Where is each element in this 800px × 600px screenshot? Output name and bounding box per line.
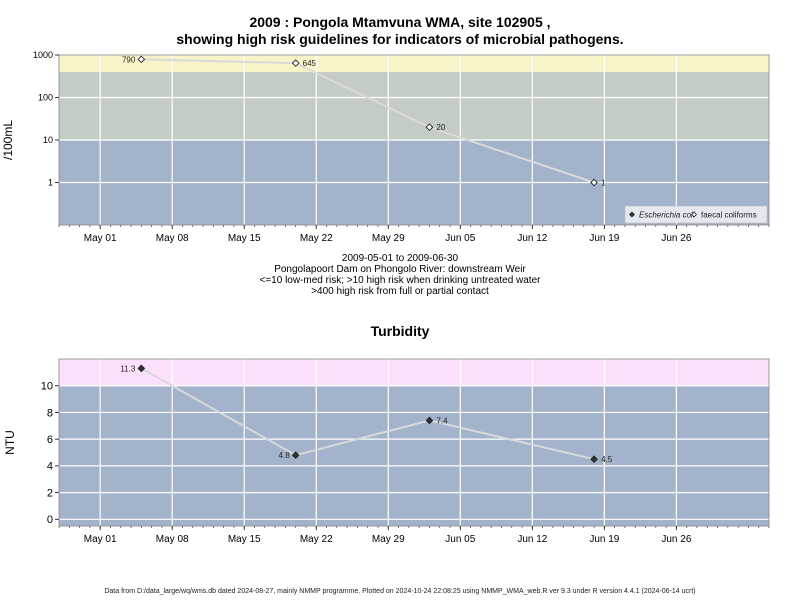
date-range-caption: 2009-05-01 to 2009-06-30 xyxy=(341,253,459,264)
x-tick-label: Jun 12 xyxy=(517,233,547,244)
data-point-marker xyxy=(137,55,146,64)
x-tick-label: Jun 05 xyxy=(445,534,475,545)
data-point-label: 4.8 xyxy=(279,451,291,460)
x-tick-label: May 22 xyxy=(300,534,333,545)
y-axis-title: /100mL xyxy=(1,120,15,160)
y-tick-label: 4 xyxy=(47,461,53,473)
data-point-label: 20 xyxy=(436,123,445,132)
risk-band-0 xyxy=(59,385,769,526)
data-point-label: 1 xyxy=(601,179,606,188)
x-tick-label: Jun 19 xyxy=(589,233,619,244)
x-tick-label: May 01 xyxy=(84,534,117,545)
series-line xyxy=(141,58,595,184)
site-name-caption: Pongolapoort Dam on Phongolo River: down… xyxy=(274,264,526,275)
y-tick-label: 8 xyxy=(47,407,53,419)
y-axis-title: NTU xyxy=(3,430,17,455)
legend-marker-1 xyxy=(691,211,697,218)
data-point-marker xyxy=(291,451,300,460)
risk-caption-drinking: <=10 low-med risk; >10 high risk when dr… xyxy=(259,275,541,286)
x-tick-label: May 08 xyxy=(156,233,189,244)
plot-frame xyxy=(58,358,770,527)
data-point-label: 790 xyxy=(122,55,136,64)
x-tick-label: May 22 xyxy=(300,233,333,244)
data-point-marker xyxy=(137,364,146,373)
data-point-marker xyxy=(425,416,434,425)
y-tick-label: 2 xyxy=(47,487,53,499)
y-tick-label: 6 xyxy=(47,434,53,446)
turbidity-title: Turbidity xyxy=(370,323,430,339)
footer-note: Data from D:/data_large/wq/wms.db dated … xyxy=(104,588,696,595)
data-point-label: 645 xyxy=(303,59,317,68)
risk-band-2 xyxy=(59,55,769,72)
data-point-marker xyxy=(291,59,300,67)
risk-band-1 xyxy=(59,359,769,386)
x-tick-label: Jun 26 xyxy=(661,534,691,545)
x-tick-label: May 08 xyxy=(156,534,189,545)
x-tick-label: Jun 05 xyxy=(445,233,475,244)
chart-title-line2: showing high risk guidelines for indicat… xyxy=(176,31,624,47)
x-tick-label: May 29 xyxy=(372,534,405,545)
data-point-marker xyxy=(425,123,434,132)
data-point-marker xyxy=(590,178,598,187)
x-tick-label: May 01 xyxy=(84,233,117,244)
y-tick-label: 0 xyxy=(47,514,53,526)
x-tick-label: May 29 xyxy=(372,233,405,244)
data-point-label: 4.5 xyxy=(601,455,613,464)
x-tick-label: Jun 19 xyxy=(589,534,619,545)
x-tick-label: Jun 26 xyxy=(661,233,691,244)
data-point-marker xyxy=(590,455,598,464)
y-tick-label: 100 xyxy=(38,93,53,103)
y-tick-label: 1000 xyxy=(33,50,53,60)
y-tick-label: 1 xyxy=(48,178,53,188)
series-line xyxy=(140,367,595,461)
risk-band-1 xyxy=(59,71,769,140)
legend-marker-0 xyxy=(629,211,635,218)
x-tick-label: Jun 12 xyxy=(517,534,547,545)
x-tick-label: May 15 xyxy=(228,534,261,545)
x-tick-label: May 15 xyxy=(228,233,261,244)
y-tick-label: 10 xyxy=(43,135,53,145)
risk-caption-contact: >400 high risk from full or partial cont… xyxy=(311,286,489,297)
legend-label-1: faecal coliforms xyxy=(701,211,757,220)
chart-title-line1: 2009 : Pongola Mtamvuna WMA, site 102905… xyxy=(249,14,551,30)
y-tick-label: 10 xyxy=(41,381,53,393)
data-point-label: 11.3 xyxy=(120,364,136,373)
data-point-label: 7.4 xyxy=(436,416,448,425)
legend-label-0: Escherichia coli xyxy=(639,211,695,220)
